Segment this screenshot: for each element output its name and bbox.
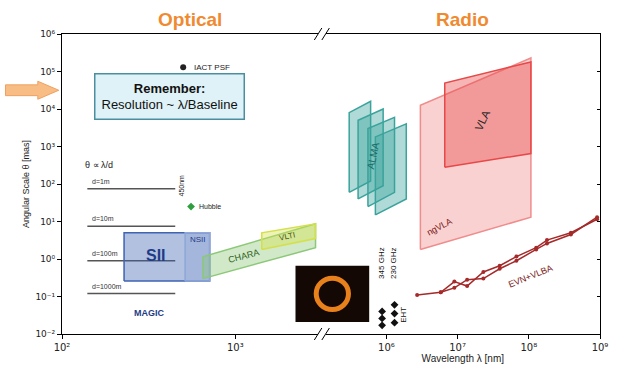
svg-text:230 GHz: 230 GHz (389, 247, 398, 279)
svg-text:Remember:Resolution ~ λ/Baseli: Remember:Resolution ~ λ/Baseline (102, 81, 238, 113)
svg-text:10²: 10² (54, 342, 71, 353)
svg-text:Optical: Optical (158, 9, 222, 30)
svg-text:VLA: VLA (472, 108, 492, 133)
svg-text:d=1000m: d=1000m (92, 283, 122, 290)
svg-text:CHARA: CHARA (227, 247, 260, 265)
svg-text:NSII: NSII (190, 235, 206, 244)
svg-text:SII: SII (146, 247, 166, 264)
svg-text:EHT: EHT (399, 307, 408, 323)
svg-text:10⁹: 10⁹ (592, 342, 609, 353)
svg-text:EVN+VLBA: EVN+VLBA (507, 263, 554, 290)
svg-text:10⁶: 10⁶ (378, 342, 395, 353)
svg-text:ngVLA: ngVLA (425, 216, 454, 238)
svg-text:MAGIC: MAGIC (134, 308, 164, 318)
svg-text:10⁷: 10⁷ (449, 342, 466, 353)
svg-text:10⁻¹: 10⁻¹ (35, 292, 55, 302)
svg-text:10¹: 10¹ (40, 217, 55, 227)
svg-text:ALMA: ALMA (365, 141, 381, 170)
svg-text:Wavelength λ [nm]: Wavelength λ [nm] (422, 353, 505, 364)
svg-text:10⁵: 10⁵ (40, 67, 55, 77)
svg-text:d=1m: d=1m (92, 178, 110, 185)
svg-text:10⁸: 10⁸ (520, 342, 537, 353)
svg-text:d=100m: d=100m (92, 250, 118, 257)
svg-text:10²: 10² (40, 179, 55, 189)
svg-text:10⁰: 10⁰ (40, 254, 55, 264)
svg-text:VLTI: VLTI (278, 230, 296, 242)
svg-text:10⁻²: 10⁻² (35, 329, 55, 339)
svg-text:Radio: Radio (436, 9, 489, 30)
svg-text:10⁶: 10⁶ (40, 29, 55, 39)
svg-text:θ ∝ λ/d: θ ∝ λ/d (85, 160, 113, 170)
svg-text:10³: 10³ (40, 142, 55, 152)
svg-text:450nm: 450nm (178, 175, 185, 197)
svg-text:d=10m: d=10m (92, 215, 114, 222)
svg-text:345 GHz: 345 GHz (377, 247, 386, 279)
svg-text:Angular Scale θ [mas]: Angular Scale θ [mas] (21, 140, 31, 228)
svg-text:10³: 10³ (227, 342, 244, 353)
svg-text:10⁴: 10⁴ (40, 104, 55, 114)
svg-text:Hubble: Hubble (199, 203, 221, 210)
svg-text:IACT PSF: IACT PSF (194, 63, 230, 72)
